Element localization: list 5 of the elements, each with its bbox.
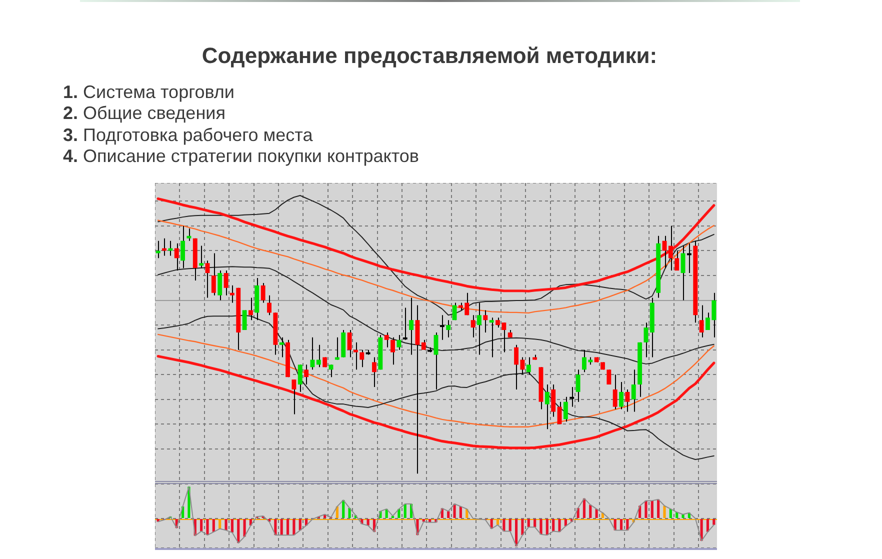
text: 3. Подготовка рабочего места: [63, 124, 314, 146]
text: 4. Описание стратегии покупки контрактов: [63, 146, 419, 168]
chart-title: Содержание предоставляемой методики:: [200, 42, 658, 70]
text: 2. Общие сведения: [63, 103, 226, 125]
text: 1. Система торговли: [63, 82, 236, 104]
